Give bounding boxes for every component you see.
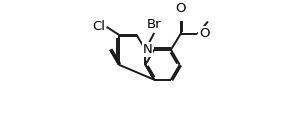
Text: Br: Br [147,18,162,31]
Text: Cl: Cl [92,20,105,33]
Text: O: O [175,2,186,15]
Text: N: N [143,43,152,56]
Text: O: O [199,27,210,40]
